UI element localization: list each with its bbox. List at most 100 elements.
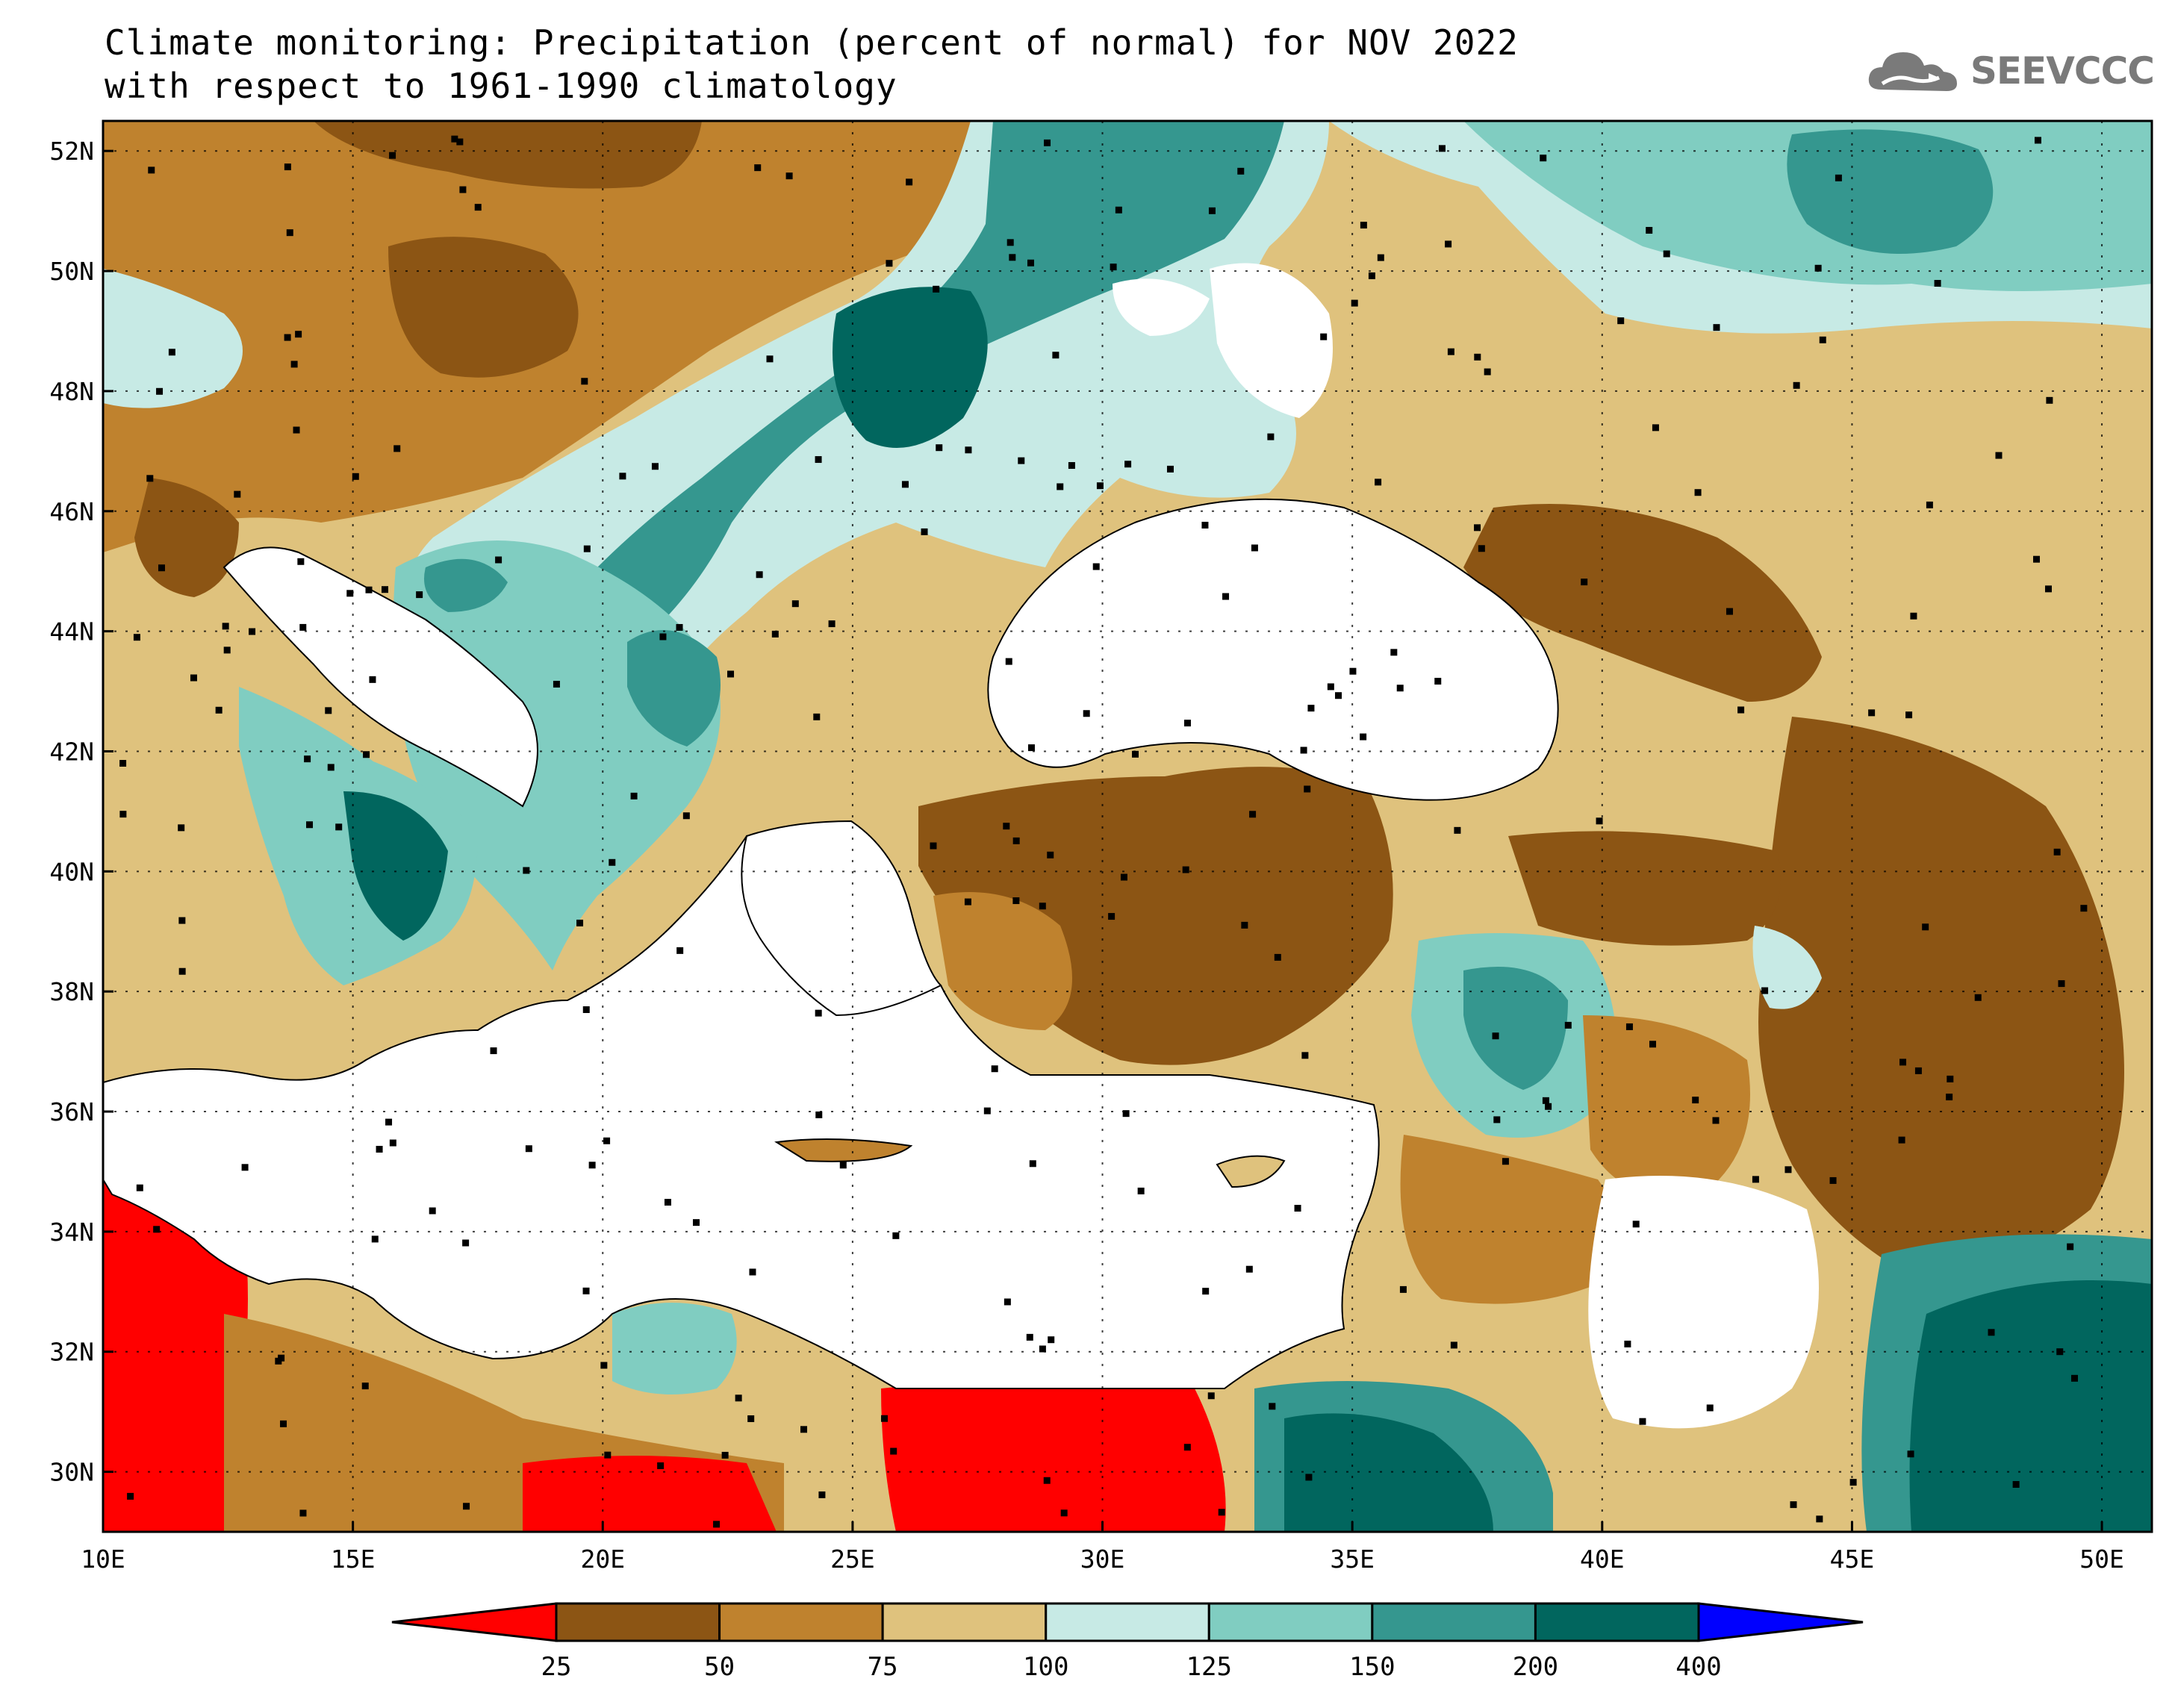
station-marker (1182, 866, 1189, 873)
station-marker (1713, 324, 1720, 331)
station-marker (1110, 264, 1117, 271)
station-marker (1396, 685, 1404, 692)
station-markers (119, 135, 2088, 1528)
field-missing-2 (1210, 263, 1333, 418)
station-marker (346, 590, 354, 597)
seevccc-logo: SEEVCCC (1866, 45, 2155, 97)
station-marker (1785, 1166, 1792, 1174)
station-marker (1057, 483, 1064, 490)
station-marker (1663, 250, 1670, 258)
station-marker (1006, 239, 1014, 246)
station-marker (657, 1462, 665, 1469)
station-marker (682, 812, 690, 820)
station-marker (1934, 280, 1941, 287)
station-marker (630, 792, 638, 800)
colorbar-label: 25 (541, 1652, 572, 1682)
station-marker (284, 334, 291, 341)
lon-tick-label: 50E (2079, 1545, 2124, 1574)
station-marker (1692, 1097, 1699, 1104)
station-marker (295, 331, 302, 338)
station-marker (604, 1451, 612, 1459)
station-marker (2034, 137, 2041, 144)
station-marker (756, 571, 763, 579)
station-marker (327, 764, 335, 771)
station-marker (1027, 259, 1034, 267)
station-marker (1124, 461, 1132, 468)
station-marker (921, 528, 928, 535)
station-marker (2012, 1480, 2020, 1488)
station-marker (800, 1426, 808, 1433)
station-marker (1624, 1340, 1631, 1347)
station-marker (890, 1447, 897, 1455)
station-marker (676, 947, 684, 954)
station-marker (1029, 1160, 1036, 1168)
station-marker (1819, 336, 1826, 343)
station-marker (815, 1111, 823, 1118)
station-marker (1438, 145, 1446, 152)
station-marker (275, 1357, 282, 1365)
field-iran-dark (1758, 717, 2124, 1284)
station-marker (304, 755, 311, 763)
station-marker (1632, 1221, 1640, 1228)
station-marker (1474, 353, 1481, 361)
station-marker (1115, 206, 1122, 214)
station-marker (1914, 1067, 1922, 1074)
station-marker (363, 751, 370, 758)
colorbar-box (1534, 1602, 1700, 1642)
station-marker (1907, 1450, 1914, 1458)
station-marker (361, 1383, 369, 1390)
station-marker (1377, 254, 1384, 261)
station-marker (965, 446, 972, 454)
station-marker (1241, 921, 1248, 929)
field-seturkey-mid (1463, 967, 1568, 1090)
station-marker (2058, 980, 2065, 988)
logo-text: SEEVCCC (1970, 49, 2155, 93)
station-marker (1300, 747, 1307, 754)
colorbar-low-triangle (391, 1602, 558, 1642)
station-marker (906, 178, 913, 186)
station-marker (1068, 462, 1075, 470)
station-marker (168, 349, 175, 356)
station-marker (1910, 612, 1917, 620)
station-marker (1649, 1041, 1657, 1048)
field-ukraine-dark (833, 287, 988, 448)
station-marker (299, 623, 307, 631)
station-marker (1251, 544, 1258, 552)
station-marker (1447, 348, 1454, 355)
station-marker (1039, 1345, 1046, 1353)
station-marker (1445, 240, 1452, 248)
lon-tick-label: 10E (81, 1545, 125, 1574)
station-marker (389, 152, 396, 159)
station-marker (178, 967, 186, 975)
station-marker (474, 204, 482, 211)
station-marker (133, 634, 140, 641)
colorbar-label: 125 (1186, 1652, 1232, 1682)
station-marker (249, 628, 256, 635)
station-marker (1492, 1032, 1499, 1040)
station-marker (1712, 1117, 1720, 1124)
lon-tick-label: 30E (1080, 1545, 1125, 1574)
field-russia-mid (1787, 129, 1994, 254)
station-marker (1218, 1509, 1225, 1516)
lat-tick-label: 38N (49, 977, 94, 1006)
station-marker (1868, 709, 1876, 717)
colorbar-box (555, 1602, 721, 1642)
station-marker (1454, 826, 1461, 834)
lon-tick-label: 35E (1330, 1545, 1375, 1574)
station-marker (964, 898, 971, 906)
station-marker (1026, 1333, 1033, 1341)
station-marker (385, 1118, 393, 1126)
station-marker (1047, 851, 1054, 858)
station-marker (1502, 1158, 1509, 1165)
lon-tick-label: 25E (830, 1545, 875, 1574)
cloud-logo-icon (1868, 52, 1957, 91)
station-marker (588, 1162, 596, 1169)
lat-tick-label: 34N (49, 1218, 94, 1247)
station-marker (813, 713, 821, 720)
field-iraq-brown (1583, 1015, 1750, 1197)
station-marker (619, 473, 626, 480)
station-marker (523, 867, 530, 874)
map-border (102, 119, 2153, 1533)
station-marker (286, 229, 293, 237)
lat-tick-label: 30N (49, 1458, 94, 1487)
